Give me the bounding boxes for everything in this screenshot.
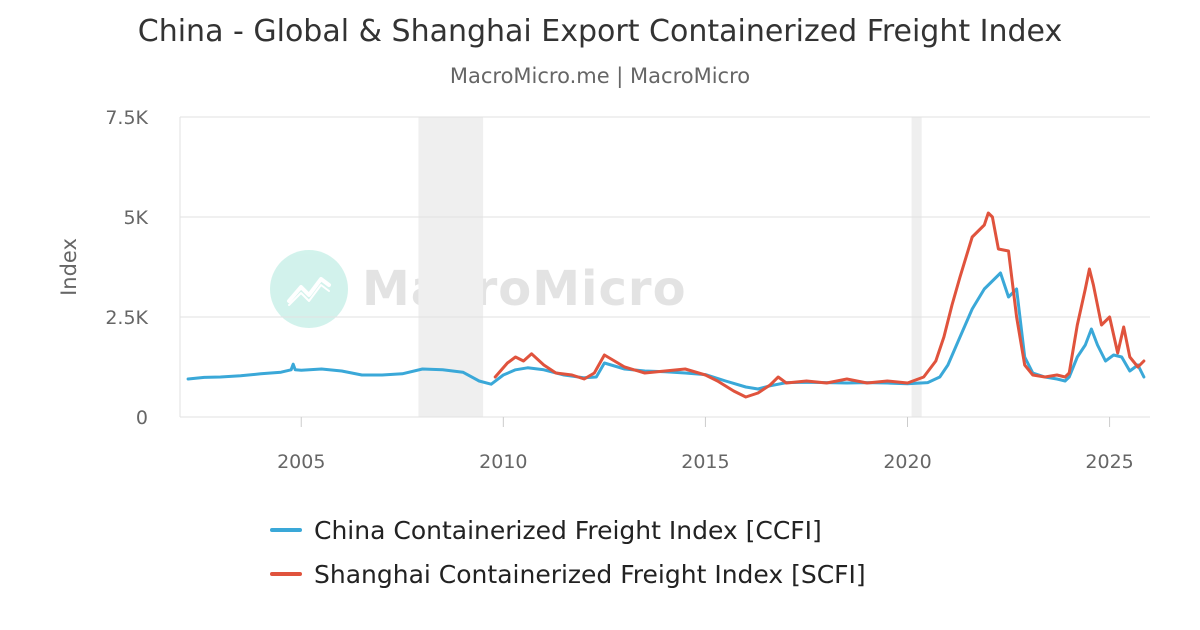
x-tick-label-0: 2005 [277,451,325,473]
legend-label-scfi: Shanghai Containerized Freight Index [SC… [314,559,866,589]
shaded-period-0 [418,117,484,417]
legend: China Containerized Freight Index [CCFI]… [270,508,866,596]
chart-title: China - Global & Shanghai Export Contain… [137,14,1063,49]
y-tick-label-0: 0 [136,407,148,429]
x-tick-label-3: 2020 [883,451,931,473]
y-tick-label-3: 7.5K [105,107,148,129]
chart-subtitle: MacroMicro.me | MacroMicro [449,64,751,88]
x-tick-label-2: 2015 [681,451,729,473]
x-tick-label-1: 2010 [479,451,527,473]
legend-item-scfi[interactable]: Shanghai Containerized Freight Index [SC… [270,552,866,596]
watermark: MacroMicro [270,250,687,328]
shaded-period-1 [911,117,922,417]
legend-swatch-scfi [270,572,302,576]
x-tick-label-4: 2025 [1085,451,1133,473]
y-axis-title: Index [57,238,81,296]
legend-swatch-ccfi [270,528,302,532]
series-line-scfi [493,211,1146,399]
watermark-text: MacroMicro [362,261,687,317]
legend-label-ccfi: China Containerized Freight Index [CCFI] [314,515,822,545]
chart-logo-icon [270,250,348,328]
y-tick-label-1: 2.5K [105,307,148,329]
legend-item-ccfi[interactable]: China Containerized Freight Index [CCFI] [270,508,866,552]
y-tick-label-2: 5K [123,207,148,229]
series-line-ccfi [186,271,1146,391]
